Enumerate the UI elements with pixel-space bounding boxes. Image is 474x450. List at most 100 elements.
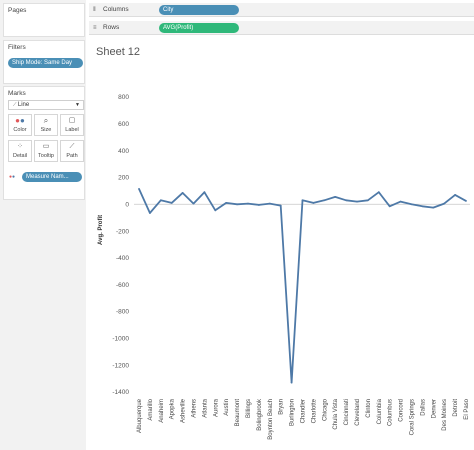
y-tick-label: 200 [118, 175, 129, 182]
x-tick-label: Bolingbrook [257, 398, 263, 431]
mark-type-dropdown[interactable]: ⟋ Line ▼ [8, 100, 84, 110]
data-point[interactable] [421, 205, 424, 208]
data-point[interactable] [377, 191, 380, 194]
y-tick-label: -1000 [112, 336, 129, 343]
data-point[interactable] [192, 202, 195, 205]
y-tick-label: 400 [118, 148, 129, 155]
columns-label: Columns [103, 6, 129, 13]
y-tick-label: -1200 [112, 362, 129, 369]
data-point[interactable] [268, 202, 271, 205]
label-button[interactable]: ▢ Label [60, 114, 84, 136]
data-point[interactable] [279, 204, 282, 207]
x-tick-label: Atlanta [202, 398, 208, 417]
data-point[interactable] [323, 199, 326, 202]
data-point[interactable] [236, 203, 239, 206]
color-button-label: Color [13, 127, 27, 133]
rows-pill-avg-profit[interactable]: AVG(Profit) [159, 23, 239, 33]
data-point[interactable] [334, 195, 337, 198]
data-point[interactable] [203, 191, 206, 194]
data-point[interactable] [345, 199, 347, 202]
tooltip-button[interactable]: ▭ Tooltip [34, 140, 58, 162]
x-tick-label: Amarillo [148, 398, 154, 420]
path-button[interactable]: ⟋ Path [60, 140, 84, 162]
detail-button-label: Detail [12, 153, 28, 159]
data-point[interactable] [159, 199, 162, 202]
x-tick-label: Denver [431, 399, 437, 418]
measure-names-pill[interactable]: Measure Nam... [22, 172, 82, 182]
x-tick-label: Columbus [388, 399, 394, 426]
data-point[interactable] [247, 202, 249, 205]
color-button[interactable]: ●● Color [8, 114, 32, 136]
x-tick-label: Beaumont [235, 399, 241, 427]
rows-icon: ≡ [93, 25, 97, 31]
data-point[interactable] [170, 202, 173, 204]
pages-card[interactable]: Pages [3, 3, 85, 37]
x-tick-label: Aurora [213, 398, 219, 417]
tooltip-button-label: Tooltip [38, 153, 54, 159]
path-icon: ⟋ [69, 143, 75, 150]
data-point[interactable] [356, 200, 358, 203]
data-point[interactable] [465, 200, 467, 202]
data-point[interactable] [181, 191, 184, 194]
data-point[interactable] [225, 202, 228, 204]
x-tick-label: Burlington [290, 399, 296, 426]
rows-label: Rows [103, 24, 120, 31]
data-point[interactable] [410, 203, 413, 206]
data-point[interactable] [367, 199, 369, 202]
x-tick-label: Anaheim [159, 399, 165, 423]
data-point[interactable] [432, 206, 435, 209]
x-tick-label: Apopka [170, 398, 176, 419]
y-tick-label: -800 [116, 309, 129, 316]
x-tick-label: Concord [399, 399, 405, 422]
data-point[interactable] [138, 187, 140, 190]
mark-type-label: Line [17, 102, 30, 108]
size-button-label: Size [40, 127, 52, 133]
y-tick-label: -400 [116, 255, 129, 262]
data-point[interactable] [290, 381, 293, 384]
y-tick-label: -1400 [112, 389, 129, 396]
y-tick-label: -600 [116, 282, 129, 289]
x-tick-label: Boynton Beach [268, 399, 274, 440]
size-button[interactable]: ⌕ Size [34, 114, 58, 136]
x-tick-label: Clinton [366, 399, 372, 418]
marks-title: Marks [8, 90, 26, 97]
data-point[interactable] [443, 202, 446, 205]
data-point[interactable] [454, 193, 456, 196]
x-tick-label: Charlotte [311, 398, 317, 423]
data-point[interactable] [149, 212, 151, 214]
path-button-label: Path [66, 153, 78, 159]
columns-shelf-label-wrap: ⦀ Columns [93, 5, 129, 15]
data-point[interactable] [388, 205, 391, 208]
data-point[interactable] [258, 204, 260, 206]
rows-shelf[interactable]: ≡ Rows AVG(Profit) [89, 21, 474, 35]
pages-title: Pages [8, 7, 27, 14]
left-panel: Pages Filters Ship Mode: Same Day Marks … [0, 0, 86, 450]
marks-card: Marks ⟋ Line ▼ ●● Color ⌕ Size ▢ Label ⁘… [3, 86, 85, 200]
filters-title: Filters [8, 44, 26, 51]
filters-card[interactable]: Filters Ship Mode: Same Day [3, 40, 85, 84]
x-tick-label: Des Moines [442, 399, 448, 431]
columns-pill-city[interactable]: City [159, 5, 239, 15]
tooltip-icon: ▭ [42, 143, 50, 150]
line-mark-icon: ⟋ [13, 102, 18, 108]
detail-button[interactable]: ⁘ Detail [8, 140, 32, 162]
y-tick-label: 600 [118, 121, 129, 128]
data-point[interactable] [301, 199, 304, 202]
filter-pill-ship-mode[interactable]: Ship Mode: Same Day [8, 58, 83, 68]
label-icon: ▢ [68, 117, 76, 124]
sheet-title: Sheet 12 [96, 46, 141, 58]
columns-icon: ⦀ [93, 7, 96, 13]
x-tick-label: Detroit [453, 399, 459, 417]
y-tick-label: -200 [116, 228, 129, 235]
x-tick-label: Chandler [301, 399, 307, 423]
profit-series-line[interactable] [138, 188, 467, 384]
x-tick-label: Albuquerque [137, 398, 143, 433]
x-tick-label: Austin [224, 399, 230, 416]
data-point[interactable] [214, 209, 217, 212]
x-tick-label: Chicago [322, 398, 328, 421]
columns-shelf[interactable]: ⦀ Columns City [89, 3, 474, 17]
data-point[interactable] [399, 200, 402, 203]
label-button-label: Label [65, 127, 79, 133]
data-point[interactable] [312, 202, 315, 204]
